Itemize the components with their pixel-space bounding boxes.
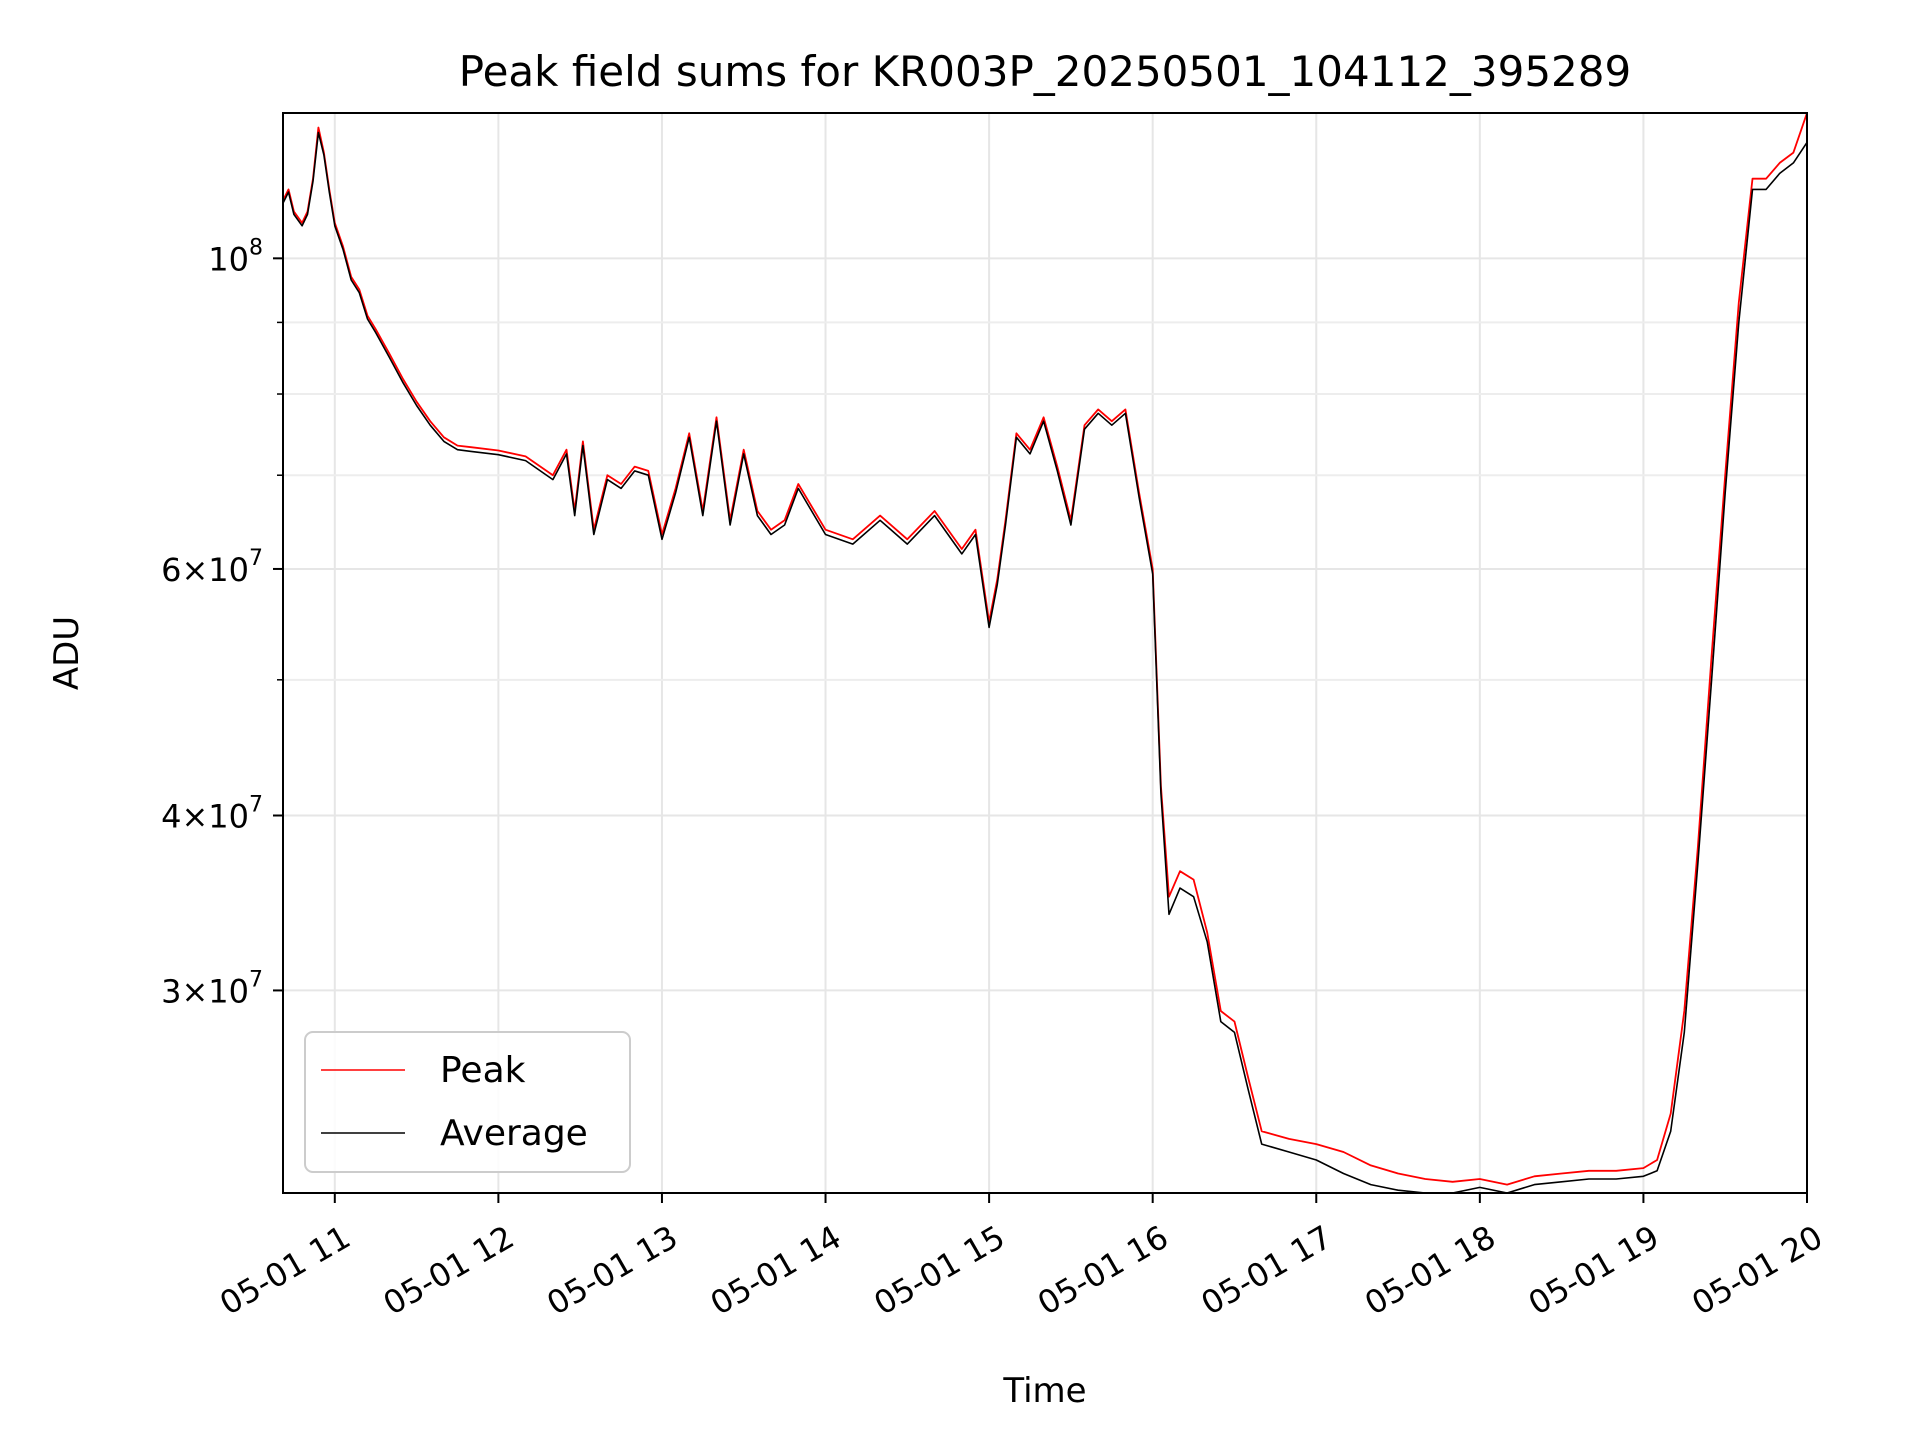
series-line-peak [283, 113, 1807, 1186]
legend-label-average: Average [440, 1113, 588, 1154]
y-tick-label: 108 [208, 235, 263, 278]
plot-frame [282, 112, 1808, 1194]
y-tick-label: 3×107 [161, 967, 263, 1010]
legend-label-peak: Peak [440, 1050, 526, 1091]
series-line-average [283, 131, 1807, 1193]
chart-title: Peak field sums for KR003P_20250501_1041… [459, 47, 1631, 96]
series-layer [283, 113, 1807, 1193]
x-axis-label: Time [1002, 1371, 1086, 1411]
y-tick-label: 6×107 [161, 546, 263, 589]
legend-box [304, 1031, 631, 1173]
legend: Peak Average [304, 1031, 631, 1173]
grid [283, 113, 1808, 1193]
y-axis-label: ADU [47, 616, 87, 690]
y-axis-ticks: 108 6×107 4×107 3×107 [161, 235, 283, 1010]
y-tick-label: 4×107 [161, 792, 263, 835]
